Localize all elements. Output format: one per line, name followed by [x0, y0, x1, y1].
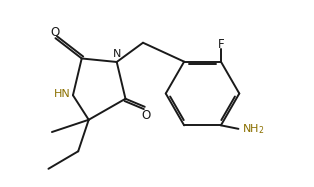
Text: HN: HN: [54, 88, 71, 99]
Text: O: O: [142, 109, 151, 122]
Text: N: N: [113, 49, 122, 59]
Text: O: O: [51, 26, 60, 39]
Text: F: F: [218, 38, 224, 51]
Text: NH$_2$: NH$_2$: [242, 122, 264, 136]
